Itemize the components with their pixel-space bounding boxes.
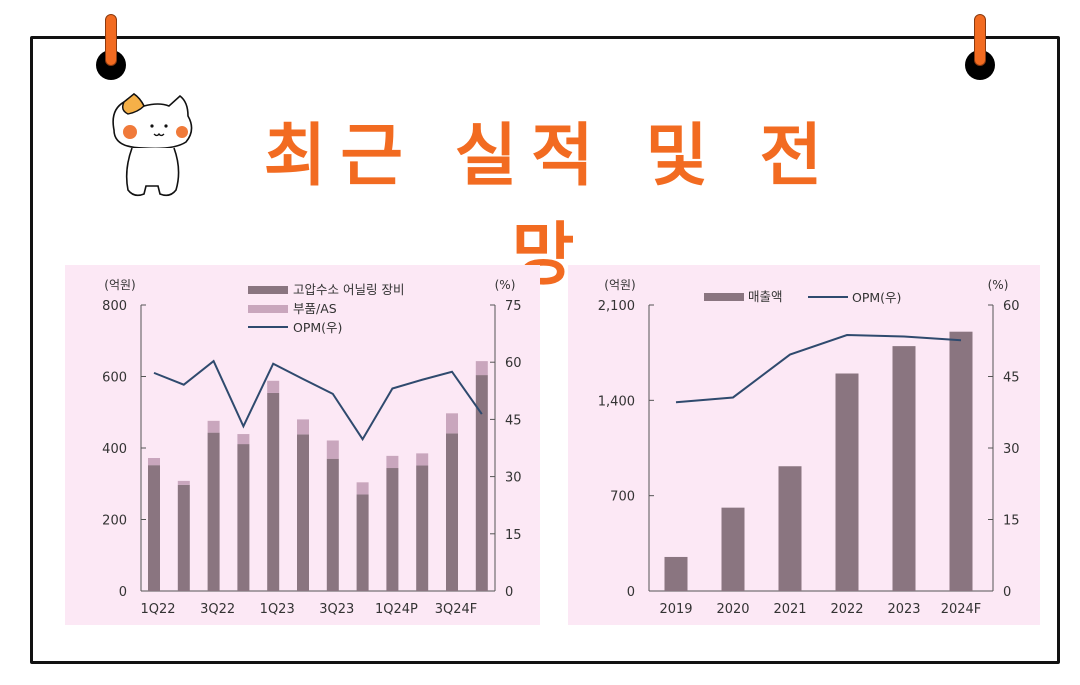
annual-chart: (억원) (%) 매출액 OPM(우) 0 700 1,400 2,100 0 15 30 4…	[598, 278, 1020, 617]
bar-main	[386, 468, 399, 591]
cat-mascot-icon	[112, 93, 193, 197]
legend-label-main: 고압수소 어닐링 장비	[293, 282, 404, 297]
bar-main	[664, 556, 688, 591]
bar-main	[778, 466, 802, 591]
binder-clip-right-icon	[974, 14, 986, 66]
right-axis-unit: (%)	[988, 278, 1009, 292]
bar-parts	[267, 380, 280, 393]
bar-parts	[446, 413, 458, 434]
bar-parts	[297, 419, 309, 435]
left-tick-label: 700	[610, 490, 635, 505]
right-tick-label: 30	[505, 471, 522, 486]
opm-line	[153, 359, 483, 442]
x-tick-label: 1Q24P	[375, 602, 418, 617]
bar-parts	[326, 440, 339, 459]
x-tick-label: 2022	[830, 602, 863, 617]
quarterly-chart: (억원) (%) 고압수소 어닐링 장비 부품/AS OPM(우) 0 200 40…	[102, 278, 522, 617]
bar-main	[207, 432, 220, 591]
page-title: 최근 실적 및 전망	[263, 117, 837, 295]
left-tick-label: 600	[102, 371, 127, 386]
legend-label-opm: OPM(우)	[852, 290, 901, 305]
binder-clip-left-icon	[105, 14, 117, 66]
opm-line	[675, 334, 962, 404]
bar-main	[835, 373, 859, 591]
left-tick-label: 0	[119, 585, 127, 600]
bar-main	[892, 346, 916, 591]
right-tick-label: 0	[505, 585, 513, 600]
x-tick-label: 2023	[887, 602, 920, 617]
x-tick-label: 2021	[773, 602, 806, 617]
bar-main	[356, 494, 369, 591]
bar-main	[416, 465, 429, 591]
left-tick-label: 2,100	[598, 299, 635, 314]
right-tick-label: 60	[505, 356, 522, 371]
right-tick-label: 30	[1003, 442, 1020, 457]
bar-main	[177, 484, 190, 591]
left-axis-unit: (억원)	[104, 278, 135, 292]
right-tick-label: 0	[1003, 585, 1011, 600]
bar-parts	[386, 455, 399, 469]
right-tick-label: 15	[505, 528, 522, 543]
bar-main	[237, 444, 250, 591]
legend-label-sales: 매출액	[748, 289, 783, 304]
bar-parts	[148, 458, 160, 466]
legend-swatch-parts	[248, 305, 288, 313]
x-tick-label: 3Q24F	[435, 602, 478, 617]
left-axis-unit: (억원)	[604, 278, 635, 292]
chart-panel-annual: (억원) (%) 매출액 OPM(우) 0 700 1,400 2,100 0 15 30 4…	[568, 265, 1040, 625]
left-tick-label: 1,400	[598, 394, 635, 409]
chart-panel-quarterly: (억원) (%) 고압수소 어닐링 장비 부품/AS OPM(우) 0 200 40…	[65, 265, 540, 625]
left-tick-label: 0	[627, 585, 635, 600]
bar-main	[475, 375, 488, 591]
right-tick-label: 45	[1003, 371, 1020, 386]
bar-main	[949, 331, 973, 591]
bar-parts	[207, 420, 220, 433]
right-tick-label: 60	[1003, 299, 1020, 314]
bar-main	[297, 434, 309, 591]
x-tick-label: 1Q23	[260, 602, 295, 617]
legend-label-opm: OPM(우)	[293, 320, 342, 335]
legend-label-parts: 부품/AS	[293, 301, 337, 316]
bar-main	[721, 507, 745, 591]
right-tick-label: 15	[1003, 514, 1020, 529]
left-tick-label: 400	[102, 442, 127, 457]
left-tick-label: 200	[102, 514, 127, 529]
legend-swatch-main	[248, 286, 288, 294]
x-tick-label: 2019	[659, 602, 692, 617]
right-axis-unit: (%)	[495, 278, 516, 292]
bar-main	[326, 458, 339, 591]
right-tick-label: 75	[505, 299, 522, 314]
bar-parts	[416, 453, 429, 466]
legend-swatch-sales	[704, 293, 744, 301]
bar-parts	[237, 434, 250, 445]
bar-main	[446, 433, 458, 591]
bar-parts	[475, 361, 488, 376]
bar-parts	[177, 480, 190, 485]
bar-main	[148, 465, 160, 591]
left-tick-label: 800	[102, 299, 127, 314]
x-tick-label: 3Q22	[200, 602, 235, 617]
x-tick-label: 1Q22	[140, 602, 175, 617]
bar-main	[267, 392, 280, 591]
x-tick-label: 3Q23	[319, 602, 354, 617]
x-tick-label: 2024F	[941, 602, 982, 617]
right-tick-label: 45	[505, 413, 522, 428]
bar-parts	[356, 482, 369, 495]
x-tick-label: 2020	[716, 602, 749, 617]
